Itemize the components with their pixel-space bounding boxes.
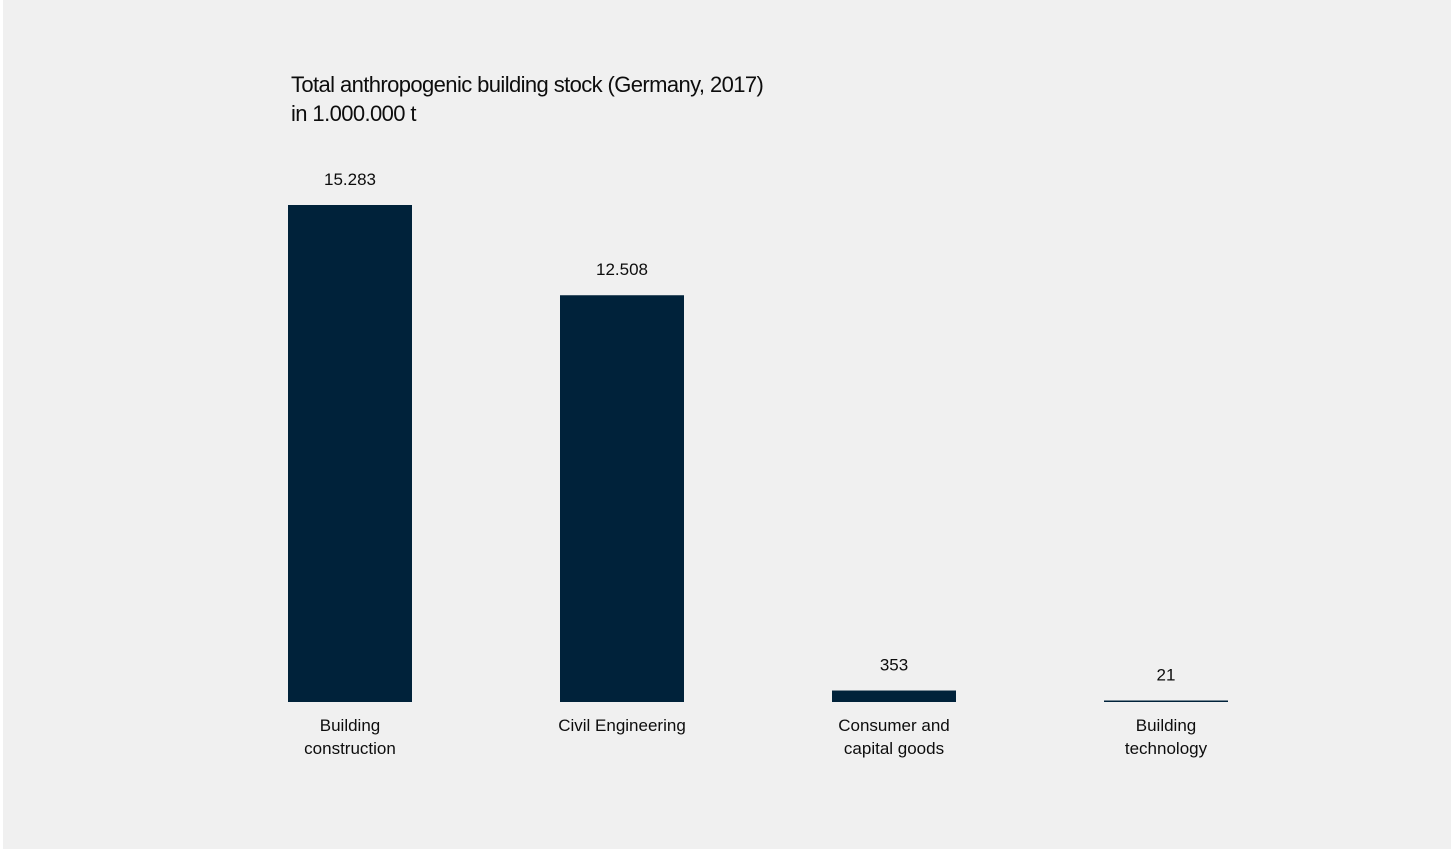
category-label-3-line-0: Building xyxy=(1136,716,1197,735)
category-label-2-line-0: Consumer and xyxy=(838,716,950,735)
value-label-3: 21 xyxy=(1157,666,1176,685)
value-label-0: 15.283 xyxy=(324,170,376,189)
category-label-3-line-1: technology xyxy=(1125,739,1208,758)
category-label-2-line-1: capital goods xyxy=(844,739,944,758)
value-label-2: 353 xyxy=(880,656,908,675)
chart-title-line: Total anthropogenic building stock (Germ… xyxy=(291,72,764,97)
bar-0 xyxy=(288,205,412,702)
category-label-0-line-0: Building xyxy=(320,716,381,735)
category-label-1: Civil Engineering xyxy=(558,716,686,735)
chart-subtitle: in 1.000.000 t xyxy=(291,101,417,126)
value-label-1: 12.508 xyxy=(596,260,648,279)
chart-title: Total anthropogenic building stock (Germ… xyxy=(291,70,764,128)
chart-background: Total anthropogenic building stock (Germ… xyxy=(3,0,1451,849)
bar-3 xyxy=(1104,700,1228,702)
bar-1 xyxy=(560,295,684,702)
category-label-0-line-1: construction xyxy=(304,739,396,758)
bar-2 xyxy=(832,690,956,702)
